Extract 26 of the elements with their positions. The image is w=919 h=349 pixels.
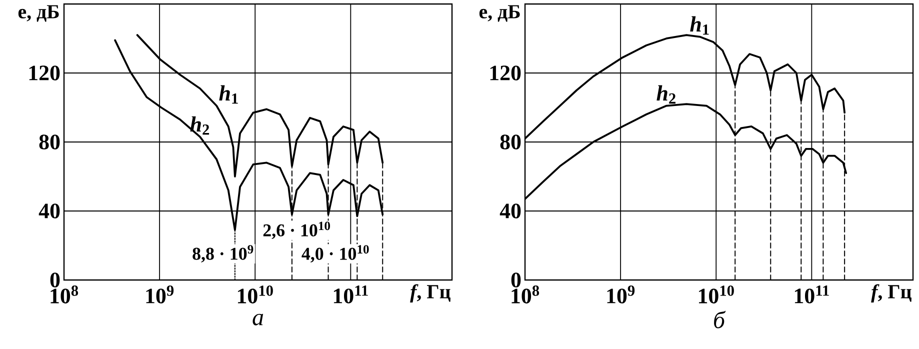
y-axis-title: e, дБ <box>18 5 59 22</box>
x-tick-label: 10$^{10}$ <box>238 286 273 304</box>
y-axis-title: e, дБ <box>479 5 520 22</box>
y-tick-label: 0 <box>511 272 521 288</box>
x-tick-label: 10$^{11}$ <box>334 286 368 304</box>
annotation: 8,8 · 10$^{9}$ <box>192 245 254 262</box>
series-label: h$_{1}$ <box>219 85 238 104</box>
y-tick-label: 80 <box>500 134 521 150</box>
y-tick-label: 120 <box>490 66 521 80</box>
x-axis-title: f, Гц <box>410 284 450 302</box>
x-tick-label: 10$^{11}$ <box>794 286 829 304</box>
series-label: h$_{2}$ <box>656 85 676 104</box>
annotation: 2,6 · 10$^{10}$ <box>263 222 330 240</box>
y-tick-label: 0 <box>50 272 60 288</box>
annotation: 4,0 · 10$^{10}$ <box>302 245 369 262</box>
series-label: h$_{1}$ <box>690 16 709 35</box>
y-tick-label: 80 <box>39 134 60 150</box>
y-tick-label: 40 <box>500 204 521 218</box>
y-tick-label: 120 <box>29 66 60 80</box>
x-tick-label: 10$^{9}$ <box>607 286 635 304</box>
x-tick-label: 10$^{9}$ <box>146 286 174 304</box>
text: а <box>252 314 264 326</box>
y-tick-label: 40 <box>38 204 60 218</box>
text: б <box>714 310 726 328</box>
x-axis-title: f, Гц <box>871 284 912 302</box>
x-tick-label: 10$^{10}$ <box>698 286 734 304</box>
